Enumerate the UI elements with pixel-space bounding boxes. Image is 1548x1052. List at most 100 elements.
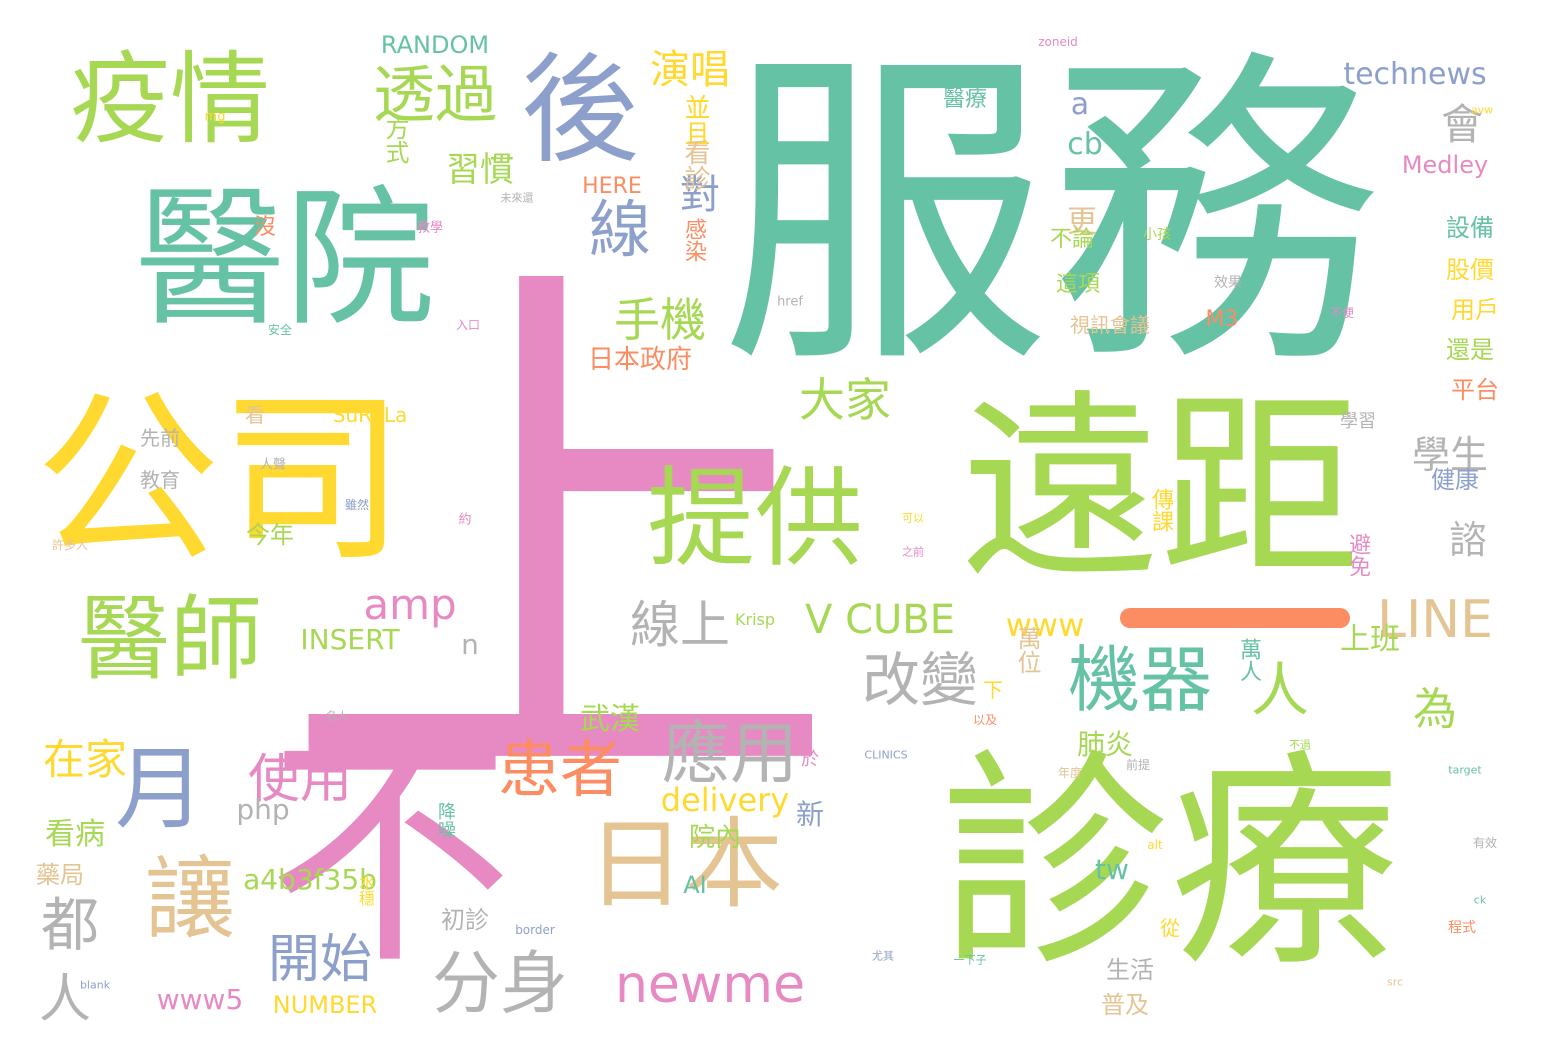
decorative-bar	[1120, 608, 1350, 628]
word-82: 萬人	[1236, 638, 1261, 682]
word-108: alt	[1147, 838, 1163, 852]
word-60: tw	[1095, 853, 1129, 886]
word-102: zoneid	[1038, 35, 1078, 49]
word-59: 院內	[688, 823, 742, 853]
word-5: 醫院	[134, 173, 436, 347]
word-29: 人	[1250, 656, 1310, 724]
word-4: 診療	[939, 731, 1401, 998]
word-92: 沒	[253, 215, 277, 240]
word-19: 透過	[372, 58, 498, 131]
word-64: 日本政府	[587, 345, 693, 375]
word-33: amp	[363, 580, 457, 629]
word-56: a	[1070, 87, 1090, 122]
word-93: SuRaLa	[332, 403, 408, 427]
word-34: V CUBE	[805, 597, 955, 643]
word-22: 改變	[861, 646, 979, 714]
word-1: 服務	[720, 23, 1380, 407]
word-13: 讓	[145, 847, 235, 952]
word-126: 前提	[1125, 758, 1151, 772]
word-52: 武漢	[580, 702, 640, 737]
word-10: 後	[520, 41, 640, 179]
word-62: Medley	[1401, 151, 1489, 179]
word-55: cb	[1067, 127, 1103, 162]
word-36: technews	[1343, 57, 1487, 92]
word-120: 教學	[416, 220, 444, 236]
word-134: 名人	[326, 709, 348, 723]
word-21: 患者	[497, 733, 623, 806]
word-65: 並且	[680, 94, 710, 146]
word-132: 尤其	[872, 949, 894, 963]
word-41: 諮	[1448, 518, 1488, 562]
word-6: 不	[267, 712, 513, 998]
word-90: 先前	[140, 426, 180, 450]
word-109: ck	[1473, 893, 1487, 907]
word-83: 萬位	[1013, 626, 1041, 674]
word-107: blank	[79, 978, 111, 992]
word-40: 學生	[1411, 433, 1489, 477]
word-115: 程式	[1448, 920, 1476, 936]
word-118: 一下子	[953, 953, 987, 967]
word-76: 健康	[1431, 466, 1479, 494]
word-51: 上班	[1340, 622, 1400, 657]
word-15: 應用	[661, 715, 799, 794]
word-86: 感染	[681, 218, 706, 262]
word-133: 雖然	[344, 498, 370, 512]
word-66: 看診	[680, 139, 710, 191]
word-81: 普及	[1101, 991, 1149, 1019]
word-63: 更	[1061, 205, 1096, 235]
word-100: 水穩	[356, 874, 375, 906]
word-27: 都	[40, 891, 100, 959]
word-105: target	[1448, 763, 1482, 777]
word-131: 可以	[902, 511, 924, 525]
word-117: 許多人	[51, 538, 89, 552]
word-7: 公司	[35, 371, 405, 588]
word-46: INSERT	[300, 623, 400, 656]
word-103: href	[777, 294, 803, 310]
word-35: 演唱	[650, 47, 730, 93]
word-98: 下	[983, 678, 1003, 702]
word-87: 避免	[1345, 533, 1370, 577]
word-111: avw	[1470, 103, 1494, 117]
word-124: 入口	[455, 318, 481, 332]
word-85: 這項	[1055, 272, 1101, 297]
word-96: Krisp	[734, 610, 776, 629]
word-77: 今年	[246, 521, 294, 549]
word-79: 初診	[441, 906, 489, 934]
word-127: 年度	[1057, 766, 1083, 780]
word-71: 股價	[1446, 256, 1494, 284]
word-119: 未來還	[500, 191, 534, 205]
word-43: delivery	[660, 781, 790, 819]
word-73: M3	[1205, 307, 1239, 332]
word-69: 醫療	[942, 87, 988, 112]
word-97: 於	[801, 749, 819, 770]
word-3: 遠距	[959, 373, 1361, 606]
word-44: www	[1005, 606, 1085, 644]
word-84: 不論	[1049, 227, 1095, 252]
word-31: 使用	[247, 750, 353, 810]
word-50: php	[236, 793, 290, 826]
word-78: 藥局	[36, 861, 84, 889]
word-104: CLINICS	[864, 748, 908, 762]
word-54: 肺炎	[1076, 728, 1134, 761]
word-68: 方式	[381, 116, 409, 164]
word-18: newme	[614, 955, 806, 1015]
word-39: 為	[1413, 684, 1457, 735]
word-101: 降噪	[435, 802, 456, 838]
word-88: 傳課	[1148, 488, 1173, 532]
word-72: 用戶	[1451, 296, 1499, 324]
word-23: 線上	[630, 596, 730, 654]
word-12: 日本	[586, 808, 784, 922]
word-70: 設備	[1446, 214, 1494, 242]
word-80: 生活	[1106, 956, 1154, 984]
word-58: 新	[795, 798, 825, 831]
word-48: NUMBER	[272, 991, 378, 1019]
word-128: 有效	[1472, 836, 1498, 850]
word-8: 疫情	[70, 41, 270, 158]
word-89: 教育	[140, 468, 180, 492]
word-61: AI	[683, 871, 707, 899]
word-116: 人聲	[259, 457, 287, 473]
word-42: 習慣	[446, 150, 514, 190]
word-20: 線	[588, 193, 652, 266]
word-114: 效果	[1214, 275, 1242, 291]
